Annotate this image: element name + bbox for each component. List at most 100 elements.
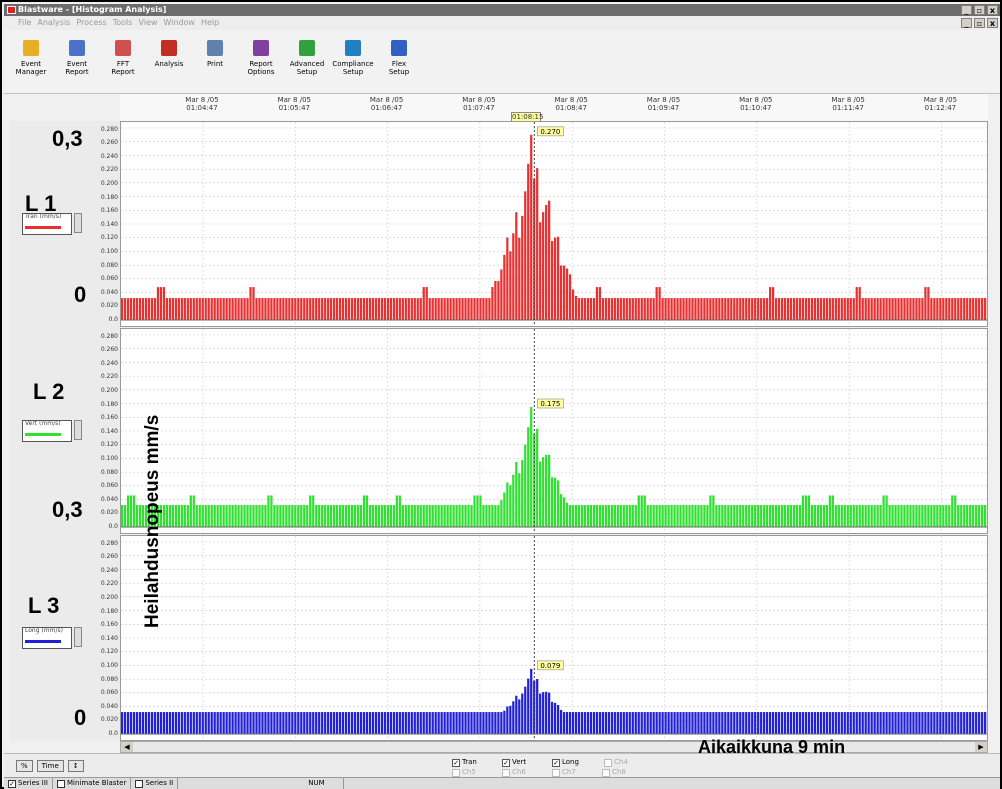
histogram-bar xyxy=(228,298,231,320)
channel-checkbox[interactable]: ✓ Vert xyxy=(502,758,526,767)
channel-checkbox[interactable]: Ch4 xyxy=(604,758,628,767)
histogram-bar xyxy=(228,505,231,527)
menu-view[interactable]: View xyxy=(138,18,158,27)
channel-legend[interactable]: Vert (mm/s) xyxy=(22,420,72,442)
histogram-bar xyxy=(706,712,709,734)
channel-checkbox[interactable]: Ch6 xyxy=(502,768,526,777)
y-tick-label: 0.240 xyxy=(100,566,118,574)
status-item[interactable]: Minimate Blaster xyxy=(53,778,132,789)
toolbar-button-3[interactable]: Analysis xyxy=(146,30,192,93)
histogram-bar xyxy=(482,298,485,320)
menu-window[interactable]: Window xyxy=(163,18,195,27)
channel-checkbox[interactable]: Ch7 xyxy=(552,768,576,777)
channel-checkbox[interactable]: Ch5 xyxy=(452,768,476,777)
zoom-button[interactable]: % xyxy=(16,760,33,772)
channel-spin-button[interactable] xyxy=(74,213,82,233)
histogram-bar xyxy=(159,712,163,734)
channel-legend[interactable]: Long (mm/s) xyxy=(22,627,72,649)
channel-checkbox[interactable]: ✓ Long xyxy=(552,758,579,767)
histogram-bar xyxy=(798,712,802,734)
channel-checkbox[interactable]: ✓ Tran xyxy=(452,758,477,767)
toolbar-button-4[interactable]: Print xyxy=(192,30,238,93)
histogram-bar xyxy=(383,505,387,527)
menu-analysis[interactable]: Analysis xyxy=(37,18,71,27)
long-chart[interactable]: 0.079 xyxy=(120,535,988,741)
checkbox-label: Ch6 xyxy=(512,768,526,776)
histogram-bar xyxy=(810,298,814,320)
histogram-bar xyxy=(318,505,321,527)
histogram-bar xyxy=(204,298,207,320)
scroll-right-icon[interactable]: ▶ xyxy=(975,742,987,752)
status-item[interactable]: ✓ Series III xyxy=(4,778,53,789)
channel-spin-button[interactable] xyxy=(74,627,82,647)
toolbar-button-6[interactable]: Advanced Setup xyxy=(284,30,330,93)
histogram-bar xyxy=(655,505,658,527)
menu-tools[interactable]: Tools xyxy=(112,18,133,27)
histogram-bar xyxy=(422,712,425,734)
time-button[interactable]: Time xyxy=(36,760,64,772)
histogram-bar xyxy=(437,712,440,734)
horizontal-scrollbar[interactable]: ◀ ▶ xyxy=(120,741,988,753)
y-tick-label: 0.160 xyxy=(100,621,118,629)
histogram-bar xyxy=(153,505,157,527)
channel-legend[interactable]: Tran (mm/s) xyxy=(22,213,72,235)
vert-histogram: 0.175 xyxy=(121,329,987,533)
histogram-bar xyxy=(697,298,700,320)
histogram-bar xyxy=(855,505,858,527)
histogram-bar xyxy=(580,505,584,527)
histogram-bar xyxy=(368,505,372,527)
child-close-button[interactable]: x xyxy=(987,18,998,28)
histogram-bar xyxy=(849,712,852,734)
menu-process[interactable]: Process xyxy=(76,18,107,27)
scroll-left-icon[interactable]: ◀ xyxy=(121,742,133,752)
histogram-bar xyxy=(485,712,488,734)
histogram-bar xyxy=(616,505,619,527)
toolbar-button-0[interactable]: Event Manager xyxy=(8,30,54,93)
channel-checkbox[interactable]: Ch8 xyxy=(602,768,626,777)
toolbar-button-8[interactable]: Flex Setup xyxy=(376,30,422,93)
histogram-bar xyxy=(939,298,942,320)
minimize-button[interactable]: _ xyxy=(961,5,972,15)
histogram-bar xyxy=(174,298,177,320)
tran-chart[interactable]: 0.270 xyxy=(120,121,988,327)
window-title: Blastware - [Histogram Analysis] xyxy=(18,5,167,14)
toolbar-button-7[interactable]: Compliance Setup xyxy=(330,30,376,93)
time-spin-button[interactable]: ↕ xyxy=(67,760,84,772)
histogram-bar xyxy=(192,712,195,734)
histogram-bar xyxy=(365,298,369,320)
channel-spin-button[interactable] xyxy=(74,420,82,440)
histogram-bar xyxy=(807,712,811,734)
histogram-bar xyxy=(410,712,413,734)
histogram-bar xyxy=(816,505,820,527)
menu-file[interactable]: File xyxy=(18,18,32,27)
child-minimize-button[interactable]: _ xyxy=(961,18,972,28)
histogram-bar xyxy=(978,505,981,527)
vert-chart[interactable]: 0.175 xyxy=(120,328,988,534)
restore-button[interactable]: ▫ xyxy=(974,5,985,15)
histogram-bar xyxy=(951,712,954,734)
histogram-bar xyxy=(703,712,706,734)
toolbar-button-1[interactable]: Event Report xyxy=(54,30,100,93)
histogram-bar xyxy=(864,712,867,734)
status-item[interactable]: Series II xyxy=(131,778,179,789)
histogram-bar xyxy=(921,298,924,320)
histogram-bar xyxy=(515,695,518,734)
menu-help[interactable]: Help xyxy=(200,18,220,27)
toolbar-button-2[interactable]: FFT Report xyxy=(100,30,146,93)
toolbar-button-5[interactable]: Report Options xyxy=(238,30,284,93)
histogram-bar xyxy=(972,505,975,527)
histogram-bar xyxy=(150,298,154,320)
histogram-bar xyxy=(222,712,225,734)
histogram-bar xyxy=(383,712,387,734)
histogram-bar xyxy=(592,505,596,527)
histogram-bar xyxy=(132,495,136,527)
histogram-bar xyxy=(715,298,718,320)
child-restore-button[interactable]: ▫ xyxy=(974,18,985,28)
histogram-bar xyxy=(867,298,870,320)
close-button[interactable]: x xyxy=(987,5,998,15)
histogram-bar xyxy=(353,298,357,320)
histogram-bar xyxy=(309,712,312,734)
histogram-bar xyxy=(395,495,398,527)
histogram-bar xyxy=(297,298,300,320)
histogram-bar xyxy=(309,298,312,320)
